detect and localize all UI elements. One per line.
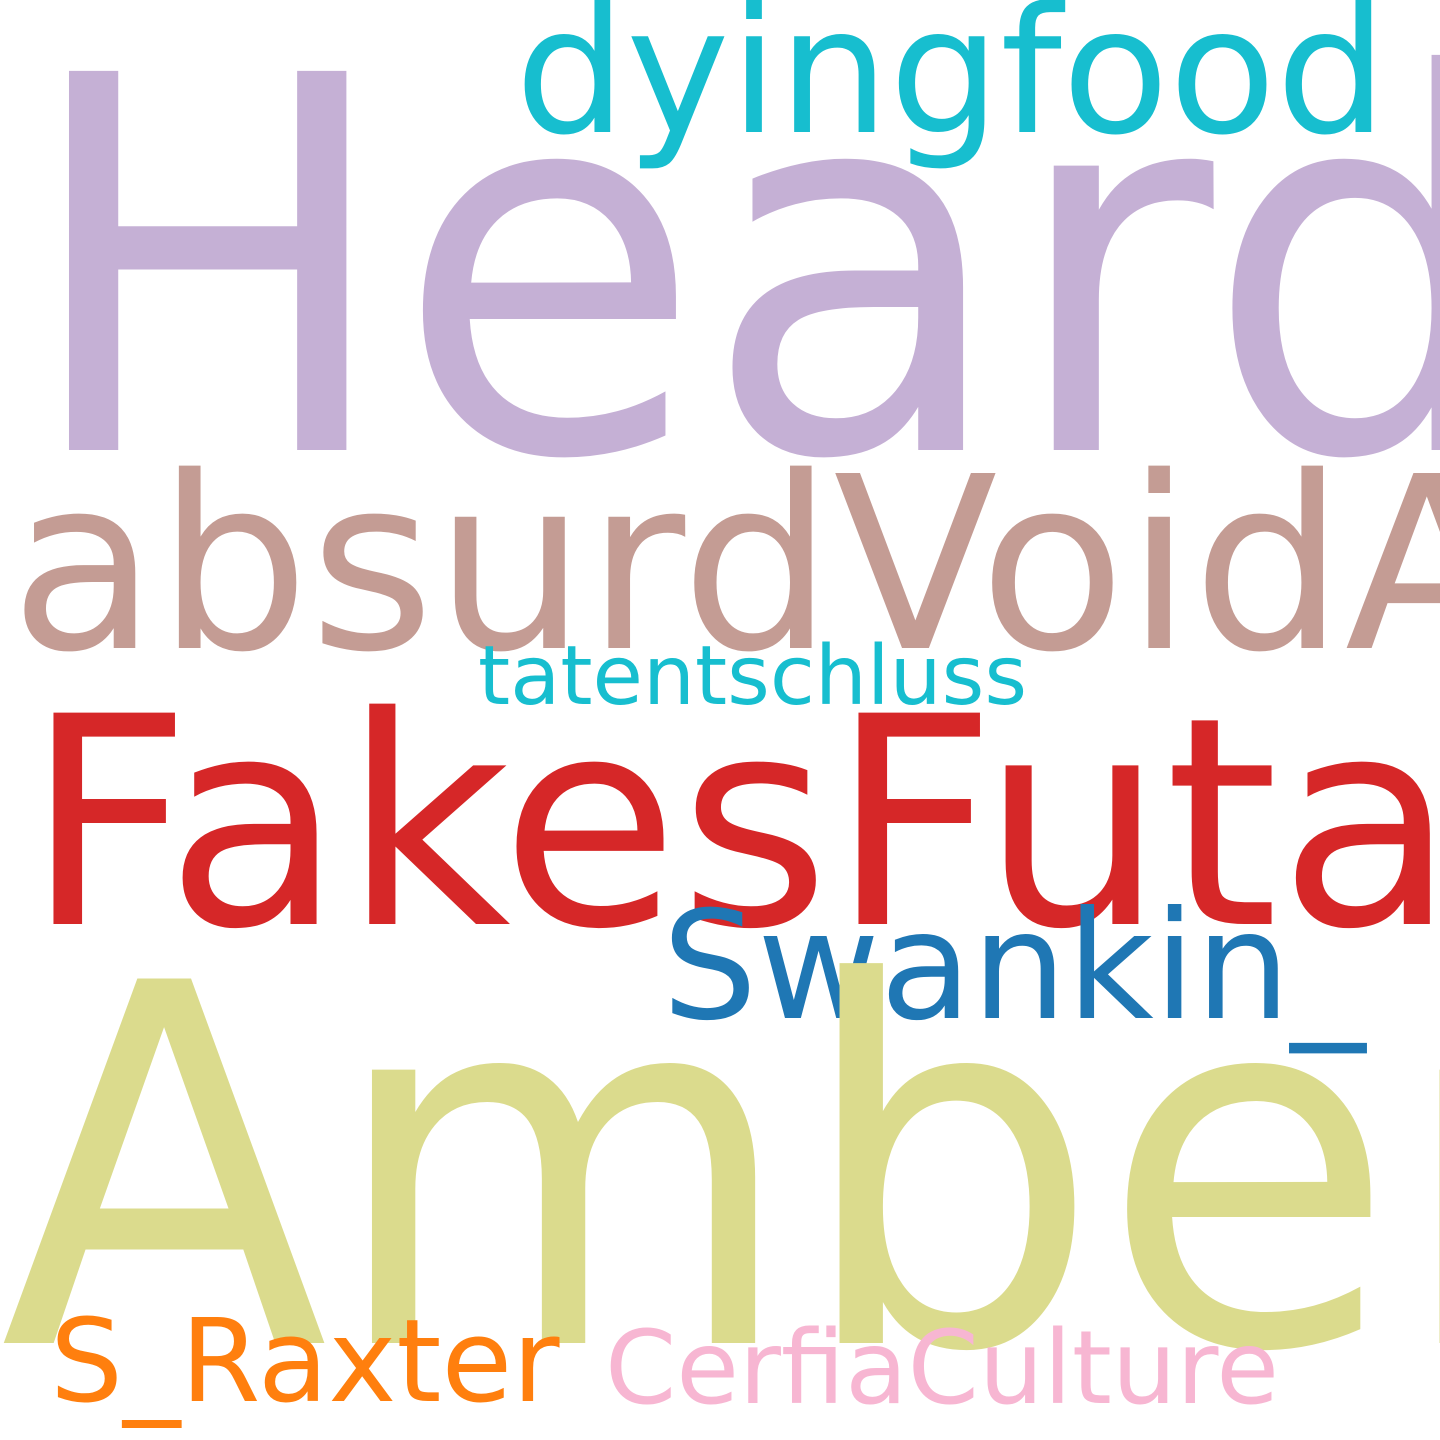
word-fakesfuta: FakesFuta xyxy=(25,656,1440,993)
word-heard: Heard xyxy=(20,0,1440,573)
word-dyingfood: dyingfood xyxy=(515,0,1388,174)
word-absurdvoida: absurdVoidA xyxy=(10,425,1440,705)
word-tatentschluss: tatentschluss xyxy=(478,629,1028,724)
word-swankin: Swankin_ xyxy=(662,880,1366,1054)
word-s-raxter: S_Raxter xyxy=(50,1295,560,1429)
word-cerfiaculture: CerfiaCulture xyxy=(605,1309,1279,1428)
word-amber: Amber xyxy=(0,879,1440,1440)
